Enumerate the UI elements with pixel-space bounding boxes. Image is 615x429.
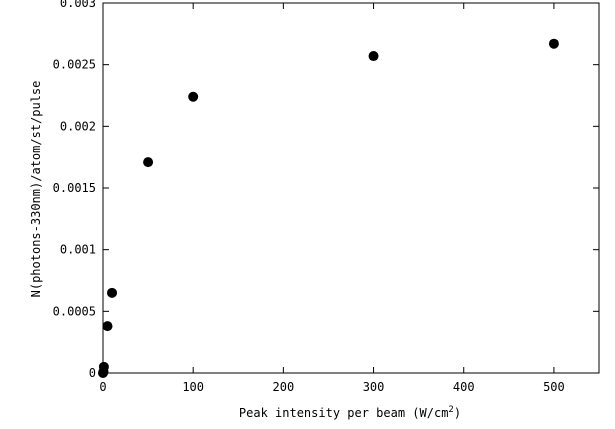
y-axis-label-group: N(photons-330nm)/atom/st/pulse (29, 81, 43, 298)
data-point (98, 361, 109, 372)
x-tick-label: 300 (363, 380, 385, 394)
x-tick-label: 400 (453, 380, 475, 394)
plot-frame (102, 2, 600, 374)
y-tick-label: 0.0005 (53, 304, 96, 318)
y-tick-label: 0.0015 (53, 181, 96, 195)
x-axis-label-superscript: 2 (448, 405, 453, 415)
data-points (98, 38, 559, 378)
data-point (368, 51, 379, 62)
x-axis-label: Peak intensity per beam (W/cm2) (239, 405, 461, 420)
y-tick-label: 0.003 (60, 0, 96, 10)
y-tick-label: 0 (89, 366, 96, 380)
x-tick-label: 200 (273, 380, 295, 394)
data-point (143, 157, 154, 168)
data-point (188, 91, 199, 102)
data-point (102, 321, 113, 332)
x-tick-label: 100 (182, 380, 204, 394)
x-axis-label-text: Peak intensity per beam (W/cm (239, 406, 449, 420)
y-tick-label: 0.0025 (53, 58, 96, 72)
x-axis: 0 100 200 300 400 500 (99, 3, 565, 394)
data-point (107, 287, 118, 298)
x-tick-label: 500 (543, 380, 565, 394)
y-tick-label: 0.001 (60, 243, 96, 257)
x-tick-label: 0 (99, 380, 106, 394)
y-tick-label: 0.002 (60, 119, 96, 133)
x-axis-label-end: ) (454, 406, 461, 420)
y-axis: 0 0.0005 0.001 0.0015 0.002 0.0025 0.003 (53, 0, 599, 380)
data-point (548, 38, 559, 49)
y-axis-label: N(photons-330nm)/atom/st/pulse (29, 81, 43, 298)
